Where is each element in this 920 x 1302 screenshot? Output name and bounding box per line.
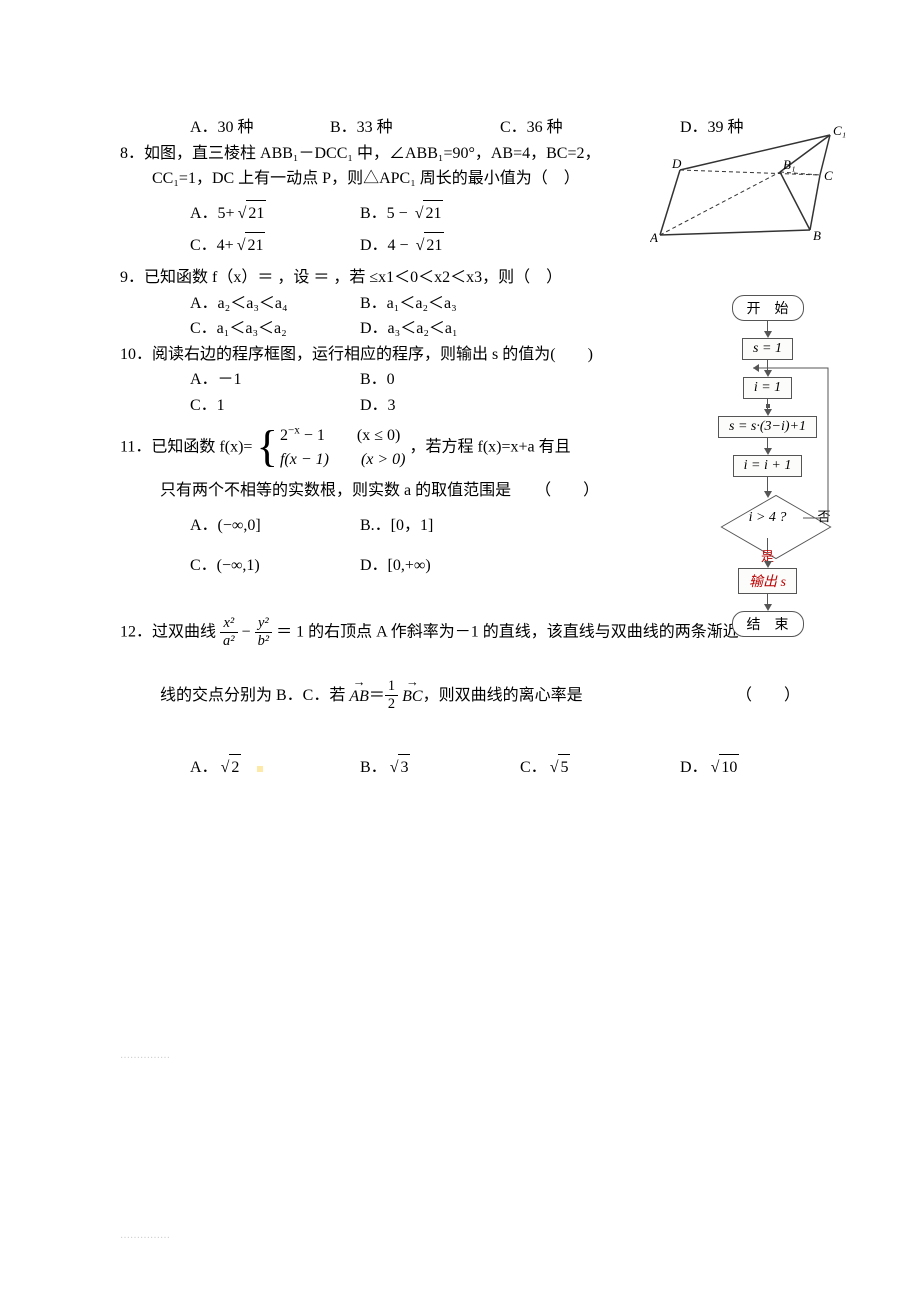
q9-opt-d: D．a₃＜a₂＜a₁ [360, 316, 458, 342]
flow-output: 输出 s [738, 568, 797, 594]
q7-opt-a: A．30 种 [190, 115, 330, 141]
q8-opt-b: B．5 − 21 [360, 200, 443, 227]
flow-s-init: s = 1 [742, 338, 793, 360]
q12-opt-c: C．5 [520, 754, 680, 781]
vector-bc: BC [402, 682, 422, 710]
q12-opts: A．2 B．3 C．5 D．10 [120, 754, 800, 781]
q10-number: 10． [120, 346, 152, 363]
q9-number: 9． [120, 269, 144, 286]
vector-ab: AB [349, 682, 369, 710]
piecewise-brace: { 2−x − 1 (x ≤ 0) f(x − 1) (x > 0) [256, 423, 405, 472]
q7-opt-b: B．33 种 [330, 115, 500, 141]
q10-opt-b: B．0 [360, 367, 395, 393]
svg-text:B: B [813, 228, 821, 243]
flow-cond: i > 4 ? [733, 498, 803, 538]
svg-text:A: A [650, 230, 658, 245]
q9-opt-a: A．a₂＜a₃＜a₄ [190, 291, 360, 317]
q8-number: 8． [120, 145, 144, 162]
flow-loop-back [798, 518, 838, 688]
q10-opt-d: D．3 [360, 393, 396, 419]
flow-end: 结 束 [732, 611, 804, 637]
flow-i-init: i = 1 [743, 377, 792, 399]
q12-opt-a: A．2 [190, 754, 360, 781]
q11-opt-d: D．[0,+∞) [360, 553, 431, 579]
q9-opt-b: B．a₁＜a₂＜a₃ [360, 291, 457, 317]
flowchart-figure: 开 始 s = 1 i = 1 s = s·(3−i)+1 i = i + 1 … [690, 295, 845, 637]
flow-i-update: i = i + 1 [733, 455, 803, 477]
svg-text:C: C [824, 168, 833, 183]
flow-s-update: s = s·(3−i)+1 [718, 416, 817, 438]
q11-opt-a: A．(−∞,0] [190, 513, 360, 539]
prism-figure: D C₁ B₁ C A B [650, 120, 850, 250]
q12-opt-d: D．10 [680, 754, 739, 781]
q11-opt-c: C．(−∞,1) [190, 553, 360, 579]
q10-opt-c: C．1 [190, 393, 360, 419]
q8-opt-d: D．4 − 21 [360, 232, 444, 259]
flow-start: 开 始 [732, 295, 804, 321]
q10-opt-a: A．－1 [190, 367, 360, 393]
q9-stem: 9．已知函数 f（x）＝ ，设 ＝ ，若 ≤x1＜0＜x2＜x3，则（ ） [120, 265, 800, 291]
svg-text:B₁: B₁ [783, 157, 795, 172]
q12-stem-line2: 线的交点分别为 B．C．若 AB ＝ 12 BC ，则双曲线的离心率是 （ ） [120, 678, 800, 714]
q11-opt-b: B.．[0，1] [360, 513, 433, 539]
q12-number: 12． [120, 623, 152, 640]
svg-text:D: D [671, 156, 682, 171]
footer-mark-1: …………… [120, 1050, 170, 1061]
q12-opt-b: B．3 [360, 754, 520, 781]
footer-mark-2: …………… [120, 1230, 170, 1241]
q9-opt-c: C．a₁＜a₃＜a₂ [190, 316, 360, 342]
q8-opt-a: A．5+21 [190, 200, 360, 227]
q11-number: 11． [120, 438, 151, 455]
q8-opt-c: C．4+21 [190, 232, 360, 259]
svg-text:C₁: C₁ [833, 123, 846, 138]
